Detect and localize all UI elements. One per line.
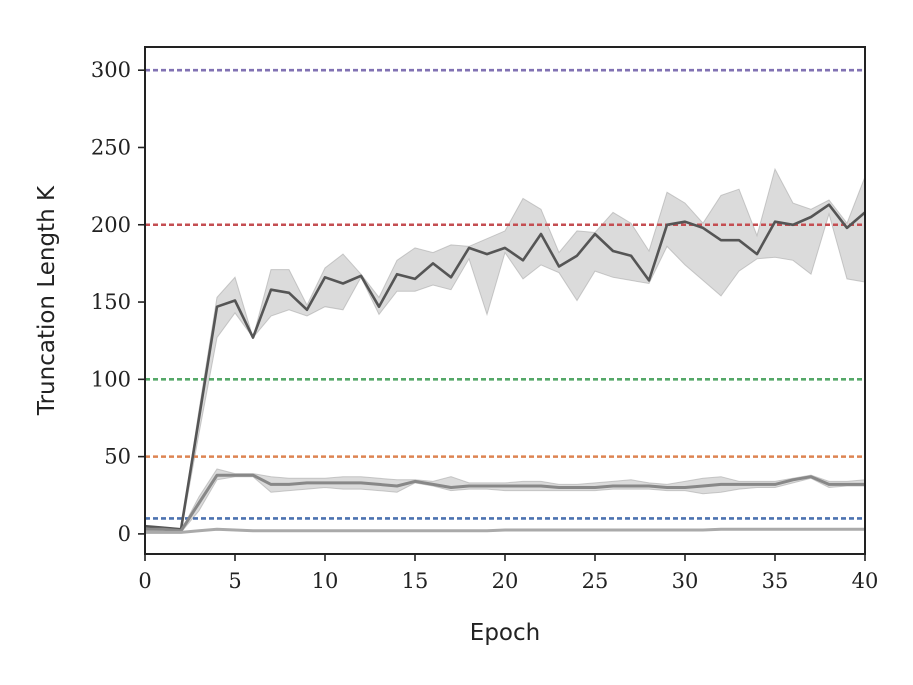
x-axis-label: Epoch xyxy=(470,620,540,646)
x-tick-label: 35 xyxy=(762,569,789,593)
x-tick-label: 30 xyxy=(672,569,699,593)
series-line-3 xyxy=(145,527,865,534)
y-tick-label: 100 xyxy=(91,367,131,391)
reference-lines xyxy=(145,68,865,520)
y-tick-label: 150 xyxy=(91,290,131,314)
y-tick-label: 200 xyxy=(91,213,131,237)
x-axis-ticks: 0 5 10 15 20 25 30 35 40 xyxy=(138,554,878,593)
x-tick-label: 10 xyxy=(312,569,339,593)
x-tick-label: 0 xyxy=(138,569,151,593)
plot-frame xyxy=(144,46,866,555)
x-tick-label: 25 xyxy=(582,569,609,593)
series-line-2 xyxy=(145,473,865,533)
y-tick-label: 250 xyxy=(91,135,131,159)
x-tick-label: 15 xyxy=(402,569,429,593)
y-axis-ticks: 0 50 100 150 200 250 300 xyxy=(91,58,145,546)
series-lines xyxy=(144,203,866,534)
series-line-1 xyxy=(144,203,866,531)
x-tick-label: 20 xyxy=(492,569,519,593)
y-tick-label: 0 xyxy=(118,522,131,546)
y-axis-label: Truncation Length K xyxy=(34,185,60,416)
y-tick-label: 50 xyxy=(104,445,131,469)
x-tick-label: 5 xyxy=(228,569,241,593)
x-tick-label: 40 xyxy=(852,569,879,593)
y-tick-label: 300 xyxy=(91,58,131,82)
band-series-2 xyxy=(144,468,866,533)
